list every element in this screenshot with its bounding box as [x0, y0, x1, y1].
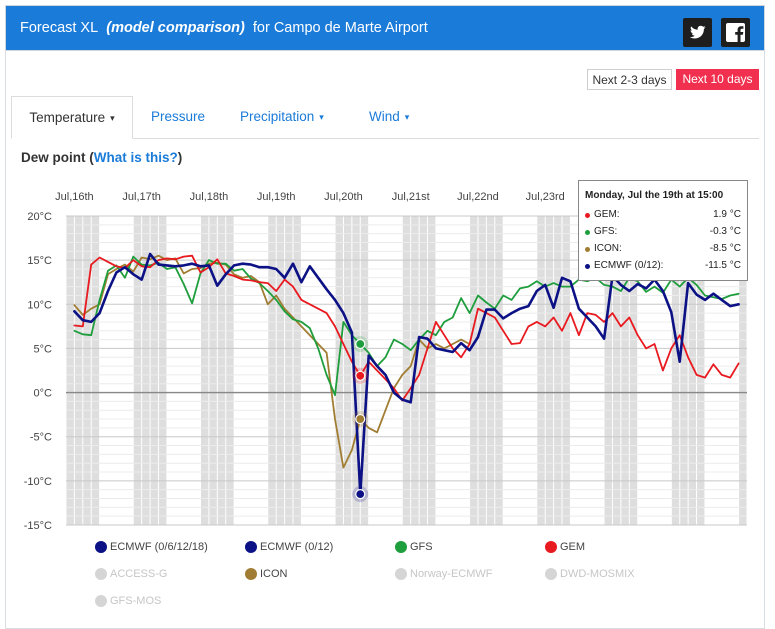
- tab-temperature-label: Temperature: [29, 110, 106, 125]
- tooltip-header: Monday, Jul the 19th at 15:00: [585, 190, 724, 201]
- x-tick-label: Jul,19th: [257, 191, 296, 203]
- legend-dot: [395, 541, 407, 553]
- twitter-icon: [689, 25, 706, 39]
- y-tick-label: 15°C: [27, 255, 52, 267]
- tooltip-dot: [585, 264, 590, 269]
- y-tick-label: 0°C: [34, 388, 53, 400]
- legend-dot: [95, 541, 107, 553]
- chart-tooltip: Monday, Jul the 19th at 15:00 GEM: 1.9 °…: [578, 180, 748, 281]
- tooltip-row-ecmwf: ECMWF (0/12): -11.5 °C: [585, 260, 743, 274]
- tooltip-dot: [585, 213, 590, 218]
- night-band: [738, 216, 747, 525]
- tooltip-value: 1.9 °C: [713, 209, 741, 220]
- section-title: Dew point (What is this?): [21, 150, 182, 165]
- x-tick-label: Jul,20th: [324, 191, 363, 203]
- what-is-this-link[interactable]: What is this?: [93, 150, 178, 165]
- legend-dot: [95, 595, 107, 607]
- y-tick-label: -15°C: [24, 520, 52, 532]
- x-axis-labels: Jul,16th Jul,17th Jul,18th Jul,19th Jul,20th…: [55, 191, 565, 203]
- tooltip-label: ICON:: [594, 243, 622, 254]
- tooltip-label: GEM:: [594, 209, 620, 220]
- hover-marker: [355, 489, 366, 500]
- page-title: Forecast XL (model comparison) for Campo…: [20, 20, 428, 36]
- section-open-paren: (: [89, 150, 94, 165]
- chevron-down-icon: ▾: [319, 112, 324, 122]
- chevron-down-icon: ▾: [404, 112, 410, 122]
- series-line-gem: [73, 254, 740, 402]
- chevron-down-icon: ▾: [110, 113, 115, 123]
- legend-dot: [95, 568, 107, 580]
- tab-wind-label: Wind: [369, 109, 400, 124]
- tooltip-value: -8.5 °C: [709, 243, 741, 254]
- hover-marker: [355, 338, 366, 350]
- legend-label: ACCESS-G: [110, 568, 168, 580]
- hover-markers: [352, 336, 369, 503]
- facebook-icon: [726, 23, 745, 42]
- tooltip-dot: [585, 230, 590, 235]
- tab-wind[interactable]: Wind ▾: [369, 96, 409, 138]
- legend-label: ECMWF (0/6/12/18): [110, 541, 208, 553]
- hover-marker: [355, 370, 366, 381]
- legend-label: ECMWF (0/12): [260, 541, 334, 553]
- x-tick-label: Jul,22nd: [457, 191, 499, 203]
- tooltip-row-icon: ICON: -8.5 °C: [585, 243, 743, 257]
- tooltip-row-gfs: GFS: -0.3 °C: [585, 226, 743, 240]
- y-tick-label: 20°C: [27, 211, 52, 223]
- legend-label: Norway-ECMWF: [410, 568, 493, 580]
- y-tick-label: 10°C: [27, 299, 52, 311]
- tooltip-label: GFS:: [594, 226, 618, 237]
- legend-label: GFS: [410, 541, 433, 553]
- tooltip-value: -11.5 °C: [704, 260, 741, 271]
- series-line-ecmwf-0-12: [73, 252, 740, 496]
- next-2-3-days-button[interactable]: Next 2-3 days: [587, 69, 672, 90]
- y-tick-label: 5°C: [34, 343, 53, 355]
- tab-precipitation[interactable]: Precipitation ▾: [240, 96, 324, 138]
- x-tick-label: Jul,21st: [392, 191, 430, 203]
- legend-dot: [395, 568, 407, 580]
- x-tick-label: Jul,23rd: [526, 191, 565, 203]
- section-title-text: Dew point: [21, 150, 86, 165]
- legend-label: GEM: [560, 541, 586, 553]
- title-model: (model comparison): [106, 20, 245, 36]
- hover-marker: [355, 413, 366, 425]
- x-tick-label: Jul,16th: [55, 191, 94, 203]
- legend-label: ICON: [260, 568, 288, 580]
- legend-label: GFS-MOS: [110, 595, 162, 607]
- tooltip-value: -0.3 °C: [709, 226, 741, 237]
- tab-pressure-label: Pressure: [151, 109, 206, 124]
- tab-temperature[interactable]: Temperature ▾: [11, 96, 133, 139]
- y-tick-label: -5°C: [30, 432, 52, 444]
- legend-label: DWD-MOSMIX: [560, 568, 635, 580]
- legend-dot: [245, 541, 257, 553]
- tooltip-label: ECMWF (0/12):: [594, 260, 664, 271]
- tooltip-row-gem: GEM: 1.9 °C: [585, 209, 743, 223]
- facebook-share-button[interactable]: [721, 18, 750, 47]
- twitter-share-button[interactable]: [683, 18, 712, 47]
- x-tick-label: Jul,18th: [190, 191, 229, 203]
- section-close-paren: ): [177, 150, 183, 165]
- header-bar: Forecast XL (model comparison) for Campo…: [5, 5, 765, 51]
- y-axis-labels: 20°C 15°C 10°C 5°C 0°C -5°C -10°C -15°C: [24, 211, 52, 532]
- tab-bar: Temperature ▾ Pressure Precipitation ▾ Win…: [11, 96, 759, 139]
- y-tick-label: -10°C: [24, 476, 52, 488]
- legend-dot: [545, 541, 557, 553]
- tooltip-dot: [585, 247, 590, 252]
- legend-dot: [545, 568, 557, 580]
- series-line-icon: [73, 254, 471, 469]
- legend-dot: [245, 568, 257, 580]
- title-prefix: Forecast XL: [20, 20, 99, 36]
- x-tick-label: Jul,17th: [122, 191, 161, 203]
- title-suffix: for Campo de Marte Airport: [252, 20, 428, 36]
- tab-precipitation-label: Precipitation: [240, 109, 315, 124]
- next-10-days-button[interactable]: Next 10 days: [676, 69, 759, 90]
- tab-pressure[interactable]: Pressure: [151, 96, 205, 138]
